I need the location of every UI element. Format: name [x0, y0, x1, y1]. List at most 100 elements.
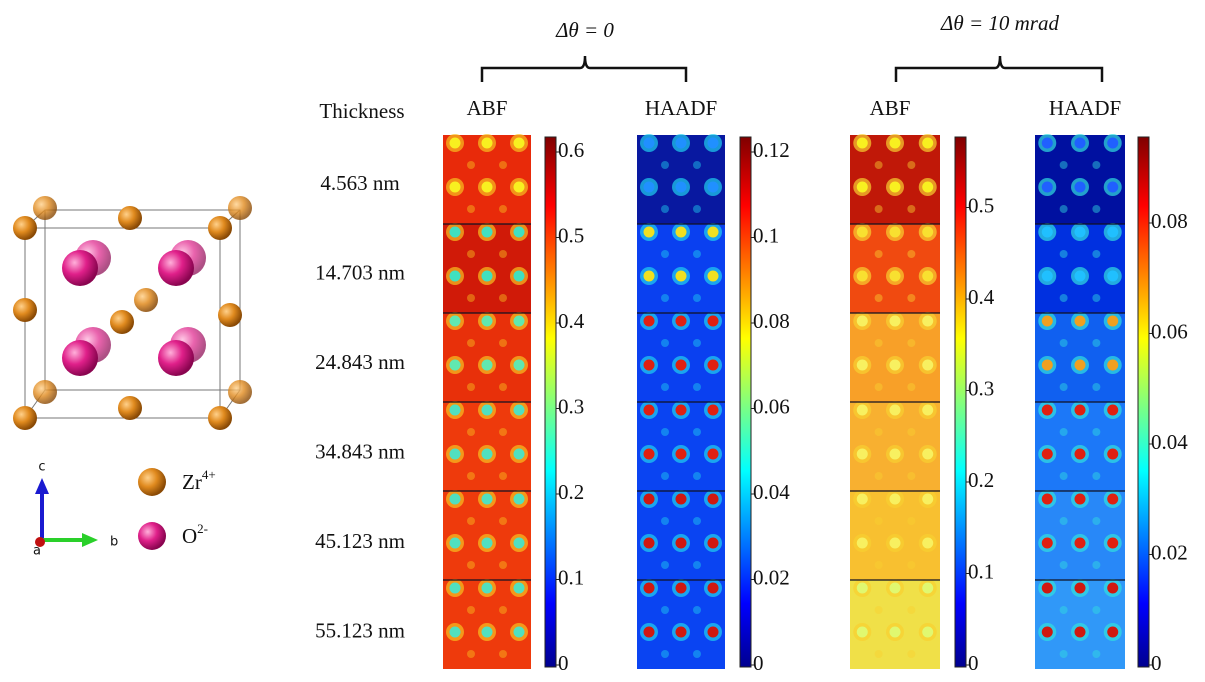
atom-column — [643, 582, 655, 594]
colorbar-tick-label: 0.1 — [558, 565, 584, 589]
atom-column — [693, 205, 701, 213]
atom-column — [907, 294, 916, 302]
panel-label: ABF — [467, 96, 508, 120]
atom-column — [675, 493, 687, 505]
atom-column — [874, 339, 883, 347]
atom-column — [1074, 226, 1086, 238]
atom-column — [707, 626, 719, 638]
atom-column — [889, 315, 901, 327]
colorbar-tick-label: 0.4 — [968, 285, 995, 309]
atom-column — [707, 582, 719, 594]
atom-column — [693, 606, 701, 614]
atom-column — [856, 226, 868, 238]
atom-column — [675, 582, 687, 594]
atom-column — [1059, 428, 1068, 436]
atom-column — [1107, 493, 1119, 505]
atom-column — [661, 428, 669, 436]
atom-column — [467, 650, 475, 658]
atom-column — [889, 493, 901, 505]
atom-column — [467, 383, 475, 391]
atom-column — [874, 650, 883, 658]
atom-column — [467, 339, 475, 347]
colorbar-tick-label: 0.12 — [753, 138, 790, 162]
atom-column — [1092, 161, 1101, 169]
atom-column — [467, 161, 475, 169]
atom-column — [1041, 537, 1053, 549]
atom-column — [1059, 650, 1068, 658]
atom-column — [643, 626, 655, 638]
atom-column — [661, 205, 669, 213]
atom-column — [889, 137, 901, 149]
atom-column — [675, 137, 687, 149]
atom-column — [675, 315, 687, 327]
colorbar — [1137, 136, 1150, 668]
atom-column — [856, 270, 868, 282]
atom-column — [907, 561, 916, 569]
atom-column — [513, 537, 525, 549]
brace — [480, 55, 688, 82]
atom-column — [707, 537, 719, 549]
atom-column — [499, 294, 507, 302]
atom-column — [1092, 383, 1101, 391]
colorbar-tick-label: 0.2 — [558, 480, 584, 504]
atom-column — [856, 137, 868, 149]
atom-column — [643, 270, 655, 282]
atom-column — [707, 404, 719, 416]
atom-column — [922, 493, 934, 505]
atom-column — [889, 359, 901, 371]
legend: Zr4+ O2- — [138, 467, 216, 550]
atom-column — [449, 359, 461, 371]
legend-element: Zr — [182, 470, 202, 494]
header: Δθ = 10 mrad — [940, 11, 1059, 35]
atom-column — [1107, 626, 1119, 638]
atom-column — [1092, 650, 1101, 658]
legend-element: O — [182, 524, 197, 548]
atom-column — [889, 270, 901, 282]
atom-column — [1107, 404, 1119, 416]
atom-column — [675, 448, 687, 460]
atom-column — [1041, 493, 1053, 505]
atom-column — [481, 582, 493, 594]
atom-column — [661, 250, 669, 258]
legend-label: O2- — [182, 521, 208, 548]
atom-column — [481, 359, 493, 371]
atom-column — [449, 181, 461, 193]
atom-column — [513, 226, 525, 238]
colorbar-tick-label: 0.02 — [753, 565, 790, 589]
atom-column — [907, 472, 916, 480]
atom-column — [1092, 294, 1101, 302]
image-panel — [850, 134, 940, 669]
legend-charge: 4+ — [202, 467, 216, 482]
colorbar-tick-label: 0.6 — [558, 138, 584, 162]
image-panel — [1035, 134, 1125, 669]
atom-column — [922, 448, 934, 460]
colorbar-tick-label: 0.1 — [968, 559, 994, 583]
legend-label: Zr4+ — [182, 467, 216, 494]
atom-column — [707, 137, 719, 149]
atoms — [13, 196, 252, 430]
atom-column — [1074, 626, 1086, 638]
atom-column — [661, 294, 669, 302]
atom-column — [1092, 250, 1101, 258]
atom-column — [449, 137, 461, 149]
atom-column — [449, 226, 461, 238]
atom-column — [643, 137, 655, 149]
atom-column — [1059, 294, 1068, 302]
atom-column — [449, 315, 461, 327]
atom-column — [874, 428, 883, 436]
colorbar-tick-label: 0.3 — [558, 394, 584, 418]
thickness-label: 14.703 nm — [315, 260, 405, 284]
atom-column — [481, 404, 493, 416]
atom-column — [693, 294, 701, 302]
atom-column — [707, 493, 719, 505]
atom-column — [467, 472, 475, 480]
atom-column — [643, 448, 655, 460]
atom-column — [907, 606, 916, 614]
atom-column — [907, 339, 916, 347]
atom-column — [693, 650, 701, 658]
atom-column — [499, 250, 507, 258]
atom-column — [1074, 359, 1086, 371]
atom-column — [1059, 517, 1068, 525]
atom-column — [1107, 582, 1119, 594]
atom-column — [889, 226, 901, 238]
